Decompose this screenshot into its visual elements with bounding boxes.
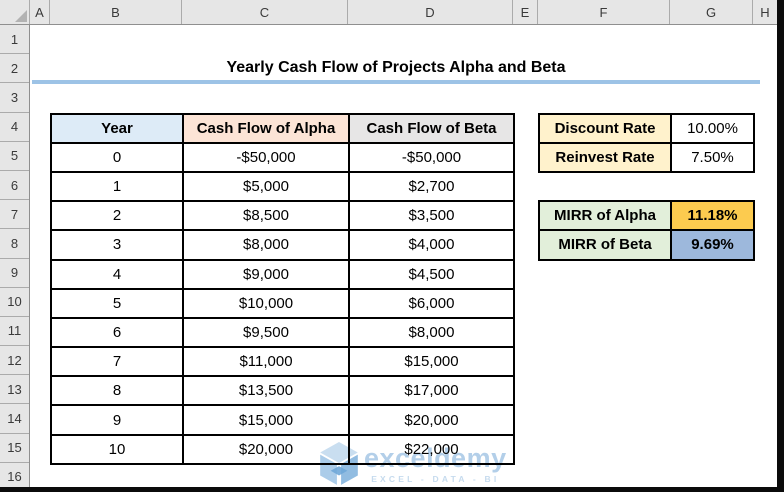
mirr-table: MIRR of Alpha 11.18% MIRR of Beta 9.69%	[538, 200, 755, 261]
column-header-e[interactable]: E	[513, 0, 538, 24]
beta-cash-flow-cell[interactable]: $4,000	[348, 229, 515, 261]
table-row: Reinvest Rate 7.50%	[538, 141, 755, 173]
alpha-cash-flow-cell[interactable]: $9,500	[182, 316, 350, 349]
alpha-cash-flow-cell[interactable]: $20,000	[182, 433, 350, 465]
table-header-row: Year Cash Flow of Alpha Cash Flow of Bet…	[50, 112, 515, 144]
row-header[interactable]: 4	[0, 113, 29, 142]
alpha-cash-flow-cell[interactable]: -$50,000	[182, 141, 350, 173]
row-header[interactable]: 5	[0, 142, 29, 171]
row-header[interactable]: 8	[0, 229, 29, 259]
row-header[interactable]: 9	[0, 259, 29, 288]
watermark-tagline: EXCEL - DATA - BI	[371, 473, 500, 484]
row-header[interactable]: 12	[0, 346, 29, 376]
table-row: 4 $9,000 $4,500	[50, 258, 515, 290]
alpha-cash-flow-cell[interactable]: $8,000	[182, 229, 350, 261]
row-header[interactable]: 15	[0, 434, 29, 463]
beta-cash-flow-cell[interactable]: $17,000	[348, 375, 515, 407]
discount-rate-value-cell[interactable]: 10.00%	[670, 112, 755, 144]
year-cell[interactable]: 7	[50, 346, 184, 378]
alpha-cash-flow-cell[interactable]: $8,500	[182, 200, 350, 232]
row-header[interactable]: 6	[0, 171, 29, 201]
row-header[interactable]: 14	[0, 404, 29, 434]
row-header[interactable]: 3	[0, 83, 29, 113]
column-header-f[interactable]: F	[538, 0, 670, 24]
table-row: 2 $8,500 $3,500	[50, 200, 515, 232]
table-row: MIRR of Alpha 11.18%	[538, 200, 755, 232]
table-row: Discount Rate 10.00%	[538, 112, 755, 144]
year-header-cell[interactable]: Year	[50, 112, 184, 144]
table-row: 9 $15,000 $20,000	[50, 404, 515, 436]
year-cell[interactable]: 0	[50, 141, 184, 173]
column-header-c[interactable]: C	[182, 0, 348, 24]
beta-cash-flow-cell[interactable]: $6,000	[348, 287, 515, 319]
column-header-h[interactable]: H	[760, 4, 770, 20]
beta-cash-flow-cell[interactable]: $15,000	[348, 346, 515, 378]
table-row: 10 $20,000 $22,000	[50, 433, 515, 465]
table-row: MIRR of Beta 9.69%	[538, 229, 755, 261]
alpha-header-cell[interactable]: Cash Flow of Alpha	[182, 112, 350, 144]
column-header-d[interactable]: D	[348, 0, 513, 24]
reinvest-rate-value-cell[interactable]: 7.50%	[670, 141, 755, 173]
table-row: 3 $8,000 $4,000	[50, 229, 515, 261]
beta-cash-flow-cell[interactable]: $22,000	[348, 433, 515, 465]
window-edge-bottom	[0, 487, 784, 492]
mirr-beta-label-cell[interactable]: MIRR of Beta	[538, 229, 672, 261]
table-row: 6 $9,500 $8,000	[50, 316, 515, 349]
select-all-button[interactable]	[0, 0, 30, 24]
reinvest-rate-label-cell[interactable]: Reinvest Rate	[538, 141, 672, 173]
table-row: 8 $13,500 $17,000	[50, 375, 515, 407]
discount-rate-label-cell[interactable]: Discount Rate	[538, 112, 672, 144]
sheet-title-cell[interactable]: Yearly Cash Flow of Projects Alpha and B…	[226, 59, 566, 76]
title-underline	[32, 80, 760, 84]
table-row: 0 -$50,000 -$50,000	[50, 141, 515, 173]
table-row: 7 $11,000 $15,000	[50, 346, 515, 378]
year-cell[interactable]: 1	[50, 170, 184, 203]
rates-table: Discount Rate 10.00% Reinvest Rate 7.50%	[538, 112, 755, 173]
row-header[interactable]: 10	[0, 288, 29, 317]
select-all-triangle-icon	[15, 10, 27, 22]
year-cell[interactable]: 6	[50, 316, 184, 349]
row-header[interactable]: 13	[0, 375, 29, 405]
year-cell[interactable]: 9	[50, 404, 184, 436]
year-cell[interactable]: 2	[50, 200, 184, 232]
alpha-cash-flow-cell[interactable]: $5,000	[182, 170, 350, 203]
column-header-row: A B C D E F G H	[0, 0, 777, 25]
column-header-g[interactable]: G	[670, 0, 753, 24]
cash-flow-table: Year Cash Flow of Alpha Cash Flow of Bet…	[50, 112, 515, 465]
alpha-cash-flow-cell[interactable]: $10,000	[182, 287, 350, 319]
column-header-a[interactable]: A	[30, 0, 50, 24]
window-edge-right	[777, 0, 784, 492]
row-header[interactable]: 1	[0, 25, 29, 55]
year-cell[interactable]: 3	[50, 229, 184, 261]
beta-cash-flow-cell[interactable]: $2,700	[348, 170, 515, 203]
year-cell[interactable]: 10	[50, 433, 184, 465]
beta-cash-flow-cell[interactable]: $20,000	[348, 404, 515, 436]
row-header[interactable]: 7	[0, 200, 29, 230]
mirr-beta-value-cell[interactable]: 9.69%	[670, 229, 755, 261]
mirr-alpha-label-cell[interactable]: MIRR of Alpha	[538, 200, 672, 232]
column-header-b[interactable]: B	[50, 0, 182, 24]
beta-cash-flow-cell[interactable]: $4,500	[348, 258, 515, 290]
year-cell[interactable]: 4	[50, 258, 184, 290]
alpha-cash-flow-cell[interactable]: $9,000	[182, 258, 350, 290]
table-row: 5 $10,000 $6,000	[50, 287, 515, 319]
alpha-cash-flow-cell[interactable]: $15,000	[182, 404, 350, 436]
year-cell[interactable]: 5	[50, 287, 184, 319]
alpha-cash-flow-cell[interactable]: $13,500	[182, 375, 350, 407]
table-row: 1 $5,000 $2,700	[50, 170, 515, 203]
beta-header-cell[interactable]: Cash Flow of Beta	[348, 112, 515, 144]
beta-cash-flow-cell[interactable]: $8,000	[348, 316, 515, 349]
row-header[interactable]: 2	[0, 54, 29, 84]
beta-cash-flow-cell[interactable]: -$50,000	[348, 141, 515, 173]
row-header[interactable]: 11	[0, 317, 29, 347]
mirr-alpha-value-cell[interactable]: 11.18%	[670, 200, 755, 232]
row-header-column: 1 2 3 4 5 6 7 8 9 10 11 12 13 14 15 16	[0, 25, 30, 492]
alpha-cash-flow-cell[interactable]: $11,000	[182, 346, 350, 378]
year-cell[interactable]: 8	[50, 375, 184, 407]
beta-cash-flow-cell[interactable]: $3,500	[348, 200, 515, 232]
